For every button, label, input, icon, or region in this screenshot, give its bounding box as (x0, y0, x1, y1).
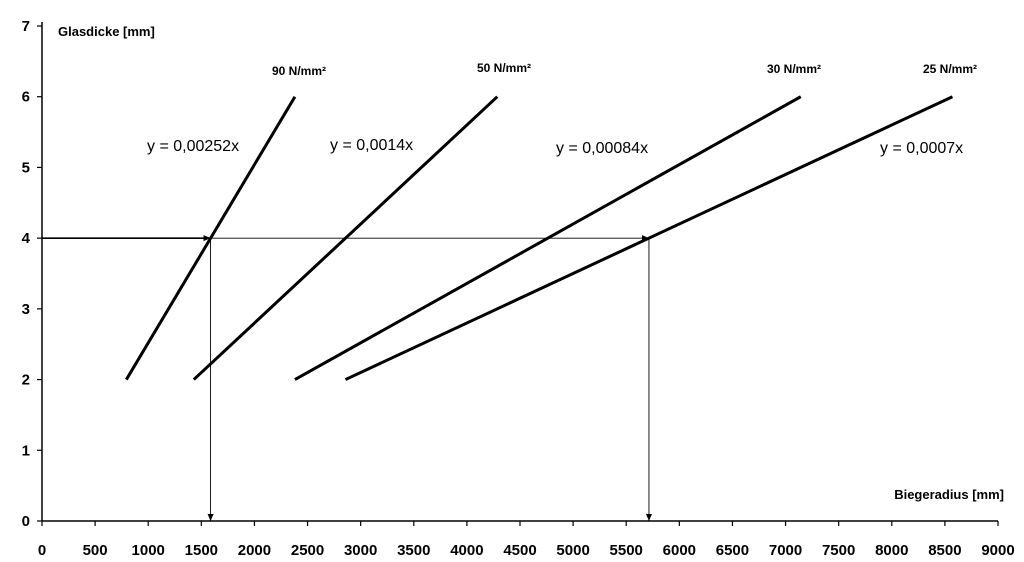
series-name-label: 50 N/mm² (477, 61, 531, 75)
series-name-label: 30 N/mm² (767, 62, 821, 76)
series-equation-label: y = 0,00252x (147, 138, 239, 155)
series-equation-label: y = 0,0014x (330, 137, 413, 154)
x-tick-label: 8500 (928, 542, 961, 559)
series-line (294, 95, 802, 381)
series-line (125, 95, 297, 381)
x-tick-label: 7500 (822, 542, 855, 559)
series-equation-label: y = 0,0007x (880, 140, 963, 157)
y-tick-label: 3 (22, 301, 30, 318)
x-tick-label: 6500 (716, 542, 749, 559)
x-tick-label: 4000 (450, 542, 483, 559)
x-tick-label: 5000 (556, 542, 589, 559)
x-tick-label: 0 (38, 542, 46, 559)
series-equation-label: y = 0,00084x (556, 140, 648, 157)
x-tick-label: 2000 (238, 542, 271, 559)
x-tick-label: 6000 (663, 542, 696, 559)
y-tick-label: 6 (22, 89, 30, 106)
y-tick-label: 0 (22, 513, 30, 530)
x-tick-label: 500 (83, 542, 108, 559)
axes: 0 500 1000 1500 2000 2500 3000 3500 4000 4500 5000… (22, 18, 1015, 559)
x-tick-label: 2500 (291, 542, 324, 559)
x-tick-label: 7000 (769, 542, 802, 559)
reference-arrows (42, 235, 652, 521)
y-tick-label: 5 (22, 159, 30, 176)
series-line (344, 95, 954, 381)
y-tick-label: 1 (22, 442, 30, 459)
series-lines (125, 95, 954, 381)
chart-labels: Glasdicke [mm] Biegeradius [mm] 90 N/mm²… (58, 24, 1004, 502)
x-tick-label: 3000 (344, 542, 377, 559)
y-tick-label: 7 (22, 18, 30, 35)
y-axis-label: Glasdicke [mm] (58, 24, 155, 39)
x-tick-label: 3500 (397, 542, 430, 559)
x-tick-label: 8000 (875, 542, 908, 559)
x-tick-label: 1000 (132, 542, 165, 559)
series-line (192, 95, 499, 381)
y-tick-label: 4 (22, 230, 31, 247)
x-tick-label: 4500 (503, 542, 536, 559)
x-tick-label: 5500 (610, 542, 643, 559)
y-tick-label: 2 (22, 372, 30, 389)
series-name-label: 25 N/mm² (923, 62, 977, 76)
x-axis-label: Biegeradius [mm] (894, 487, 1004, 502)
series-name-label: 90 N/mm² (272, 64, 326, 78)
x-tick-label: 9000 (981, 542, 1014, 559)
x-tick-label: 1500 (185, 542, 218, 559)
